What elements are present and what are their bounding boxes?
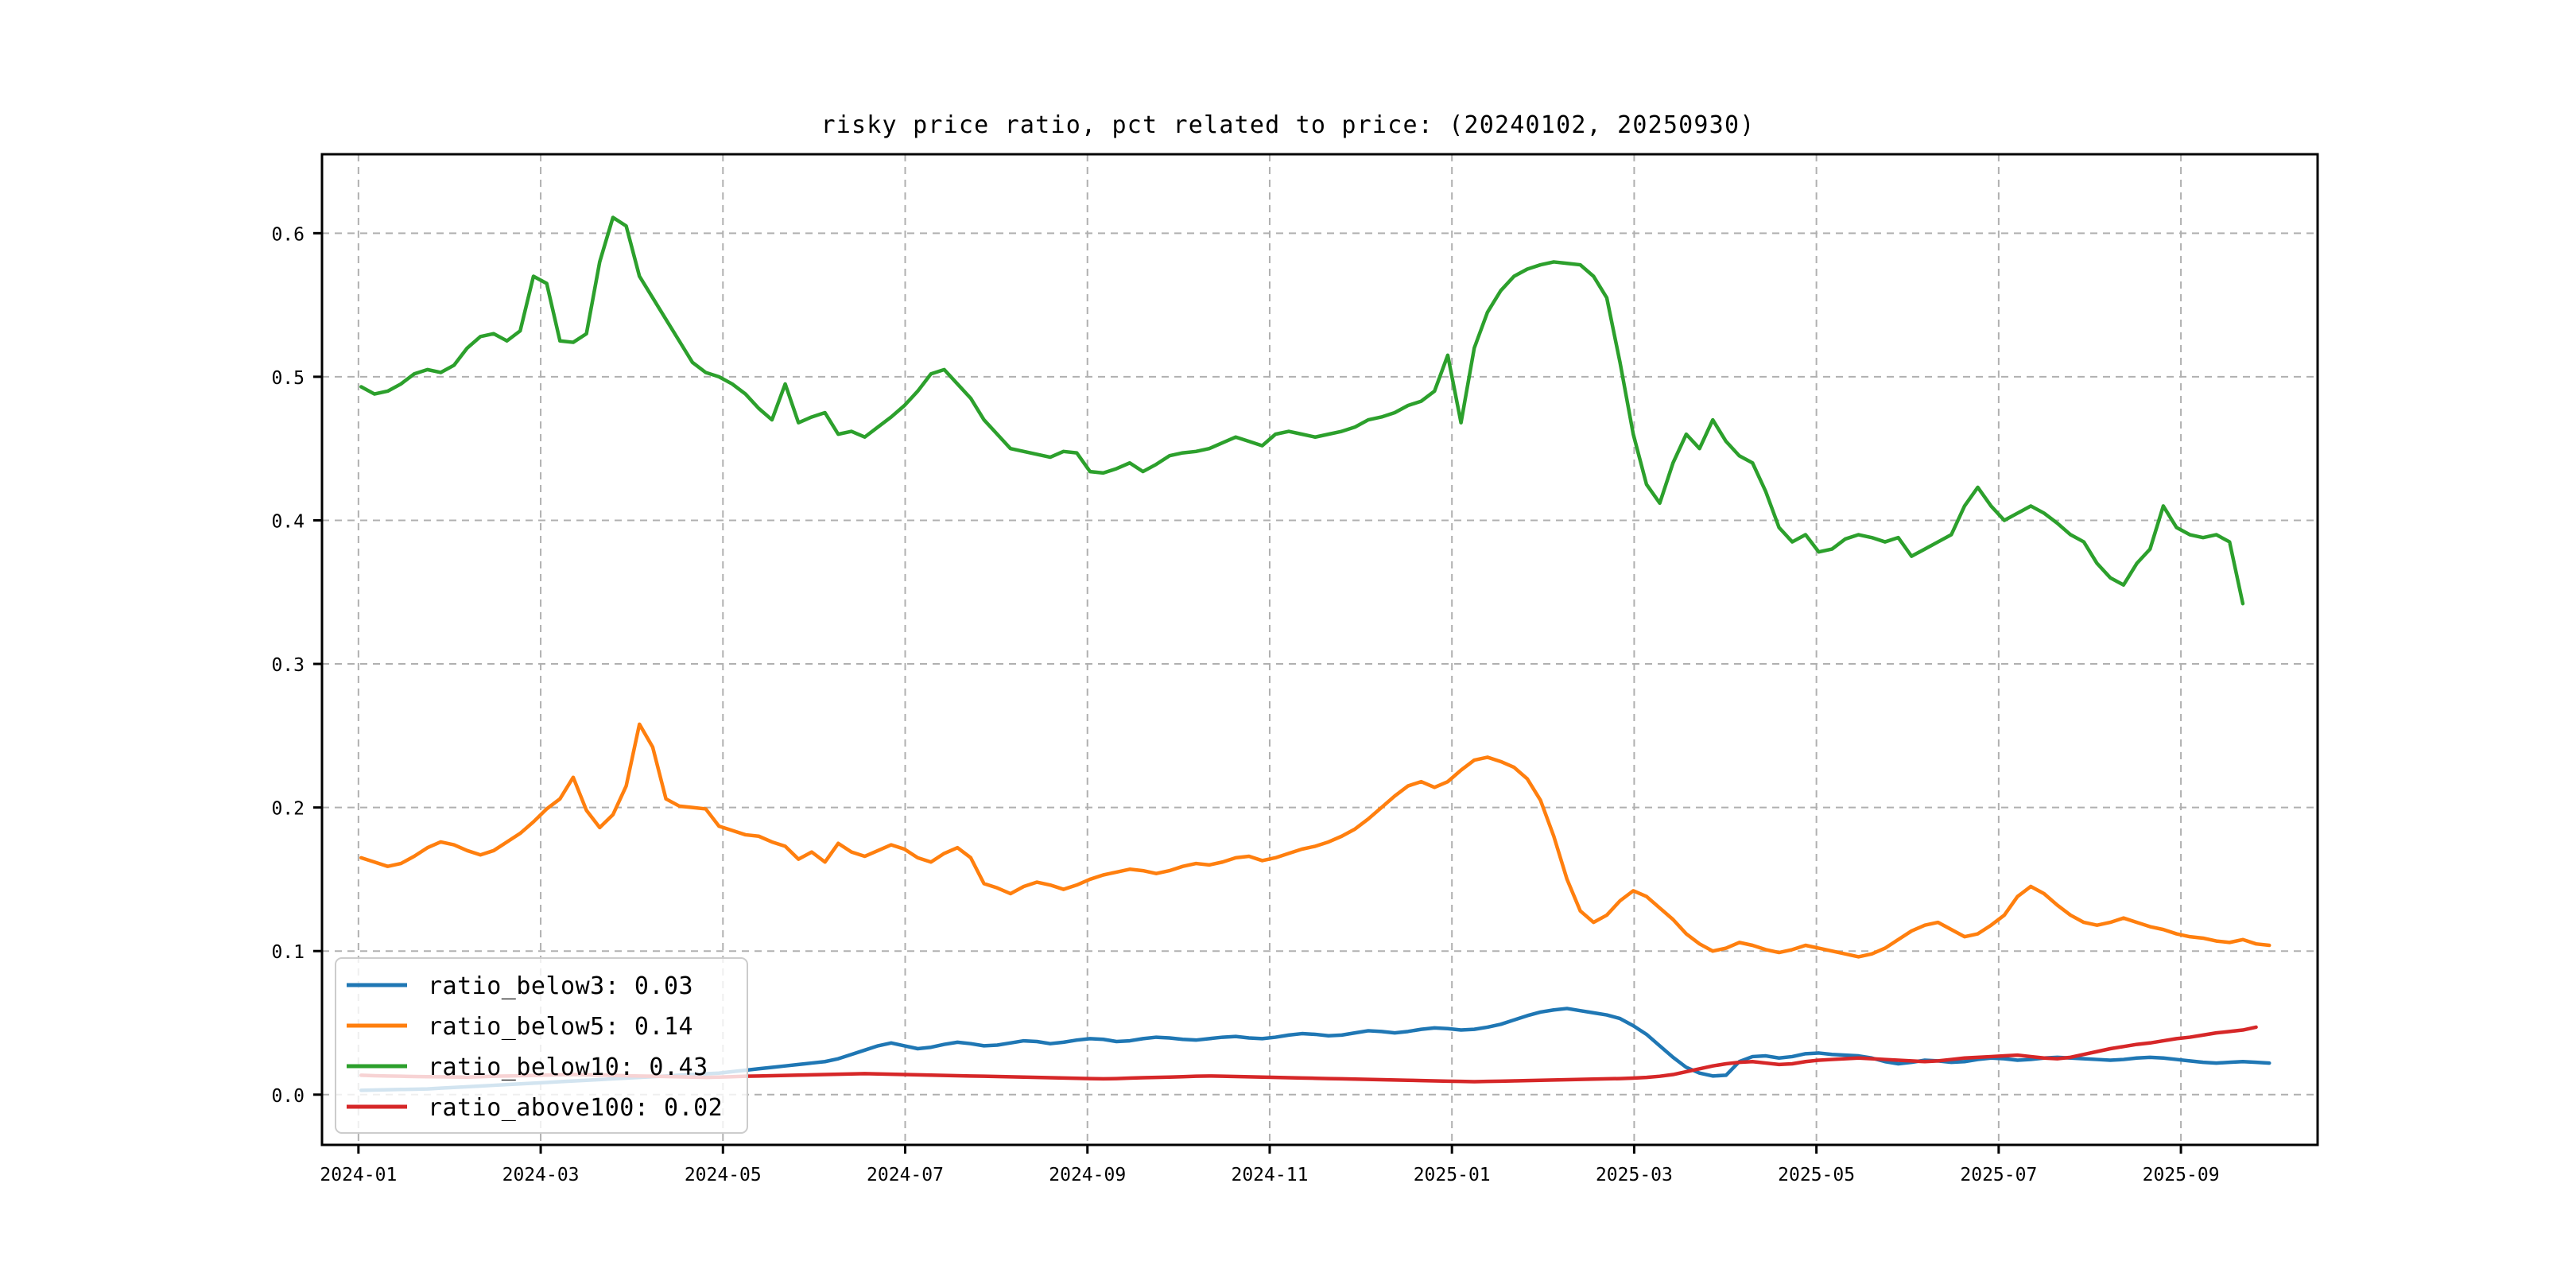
- y-tick-label: 0.2: [271, 799, 305, 820]
- x-tick-label: 2025-09: [2143, 1165, 2220, 1185]
- y-tick-labels: 0.0 0.1 0.2 0.3 0.4 0.5 0.6: [271, 224, 305, 1106]
- legend-box: [335, 957, 748, 1134]
- x-tick-label: 2025-07: [1960, 1165, 2037, 1185]
- x-tick-label: 2024-11: [1231, 1165, 1308, 1185]
- legend-label-ratio_below10: ratio_below10: 0.43: [428, 1053, 708, 1081]
- x-tick-label: 2024-05: [685, 1165, 762, 1185]
- x-tick-labels: 2024-01 2024-03 2024-05 2024-07 2024-09 2024-…: [320, 1165, 2219, 1185]
- x-tick-marks: [357, 1145, 2182, 1154]
- chart-legend[interactable]: ratio_below3: 0.03 ratio_below5: 0.14 rati…: [335, 957, 748, 1134]
- y-tick-label: 0.3: [271, 655, 305, 676]
- x-tick-label: 2024-09: [1049, 1165, 1126, 1185]
- legend-label-ratio_below3: ratio_below3: 0.03: [428, 972, 693, 1000]
- x-tick-label: 2024-07: [867, 1165, 944, 1185]
- series-line-ratio_below10: [359, 215, 2245, 606]
- axes-frame: [320, 153, 2319, 1146]
- x-tick-label: 2025-05: [1778, 1165, 1855, 1185]
- x-tick-label: 2024-03: [502, 1165, 580, 1185]
- legend-label-ratio_above100: ratio_above100: 0.02: [428, 1094, 723, 1122]
- y-tick-label: 0.5: [271, 368, 305, 389]
- y-tick-marks: [313, 231, 322, 1096]
- legend-label-ratio_below5: ratio_below5: 0.14: [428, 1013, 693, 1041]
- x-tick-label: 2024-01: [320, 1165, 397, 1185]
- y-tick-label: 0.0: [271, 1086, 305, 1107]
- series-line-ratio_below5: [359, 722, 2271, 959]
- chart-title: risky price ratio, pct related to price:…: [821, 111, 1755, 139]
- y-tick-label: 0.1: [271, 942, 305, 963]
- y-tick-label: 0.4: [271, 511, 305, 532]
- x-tick-label: 2025-01: [1414, 1165, 1491, 1185]
- y-tick-label: 0.6: [271, 224, 305, 245]
- x-tick-label: 2025-03: [1596, 1165, 1673, 1185]
- axes-spine: [320, 153, 2319, 1146]
